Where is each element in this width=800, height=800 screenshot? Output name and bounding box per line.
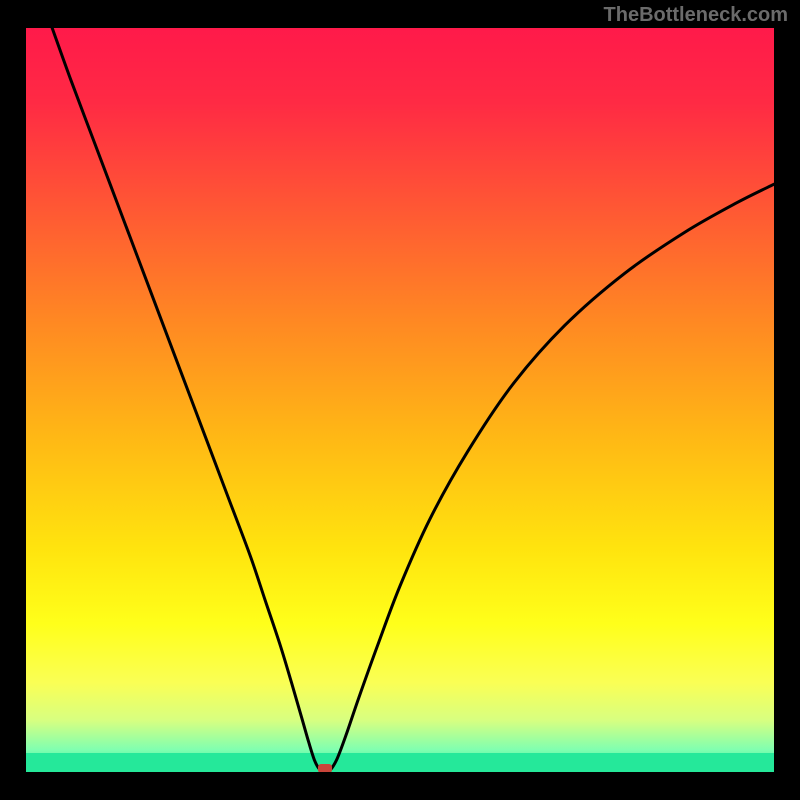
curve-path bbox=[52, 28, 774, 772]
bottleneck-curve bbox=[26, 28, 774, 772]
watermark-text: TheBottleneck.com bbox=[604, 4, 788, 27]
plot-area bbox=[26, 28, 774, 772]
optimum-marker bbox=[318, 764, 332, 773]
